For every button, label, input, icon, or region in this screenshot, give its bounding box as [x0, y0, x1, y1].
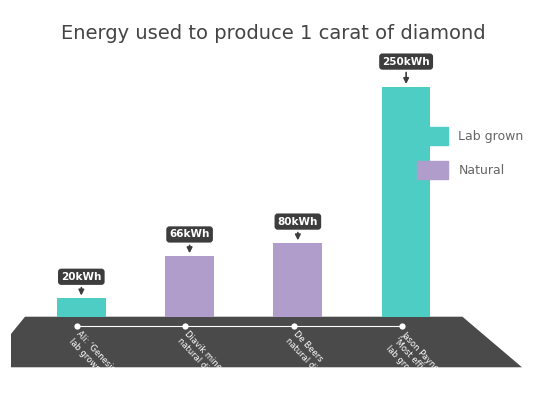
Text: Jason Payne:
‘Most efficient
lab grown’: Jason Payne: ‘Most efficient lab grown’	[385, 329, 447, 394]
Polygon shape	[0, 317, 522, 367]
Text: Energy used to produce 1 carat of diamond: Energy used to produce 1 carat of diamon…	[61, 24, 486, 43]
Bar	[382, 87, 430, 317]
Text: Ali: ‘Genesis’
lab grown: Ali: ‘Genesis’ lab grown	[67, 329, 119, 383]
Text: 66kWh: 66kWh	[170, 229, 210, 251]
Legend: Lab grown, Natural: Lab grown, Natural	[411, 121, 530, 185]
Text: Diavik mine
natural diamond: Diavik mine natural diamond	[176, 329, 237, 394]
Text: De Beers
natural diamond: De Beers natural diamond	[284, 329, 345, 394]
Bar	[57, 298, 106, 317]
Bar	[165, 256, 214, 317]
Text: 20kWh: 20kWh	[61, 272, 102, 294]
Text: 80kWh: 80kWh	[278, 216, 318, 239]
Bar	[274, 243, 322, 317]
Text: 250kWh: 250kWh	[382, 57, 430, 82]
